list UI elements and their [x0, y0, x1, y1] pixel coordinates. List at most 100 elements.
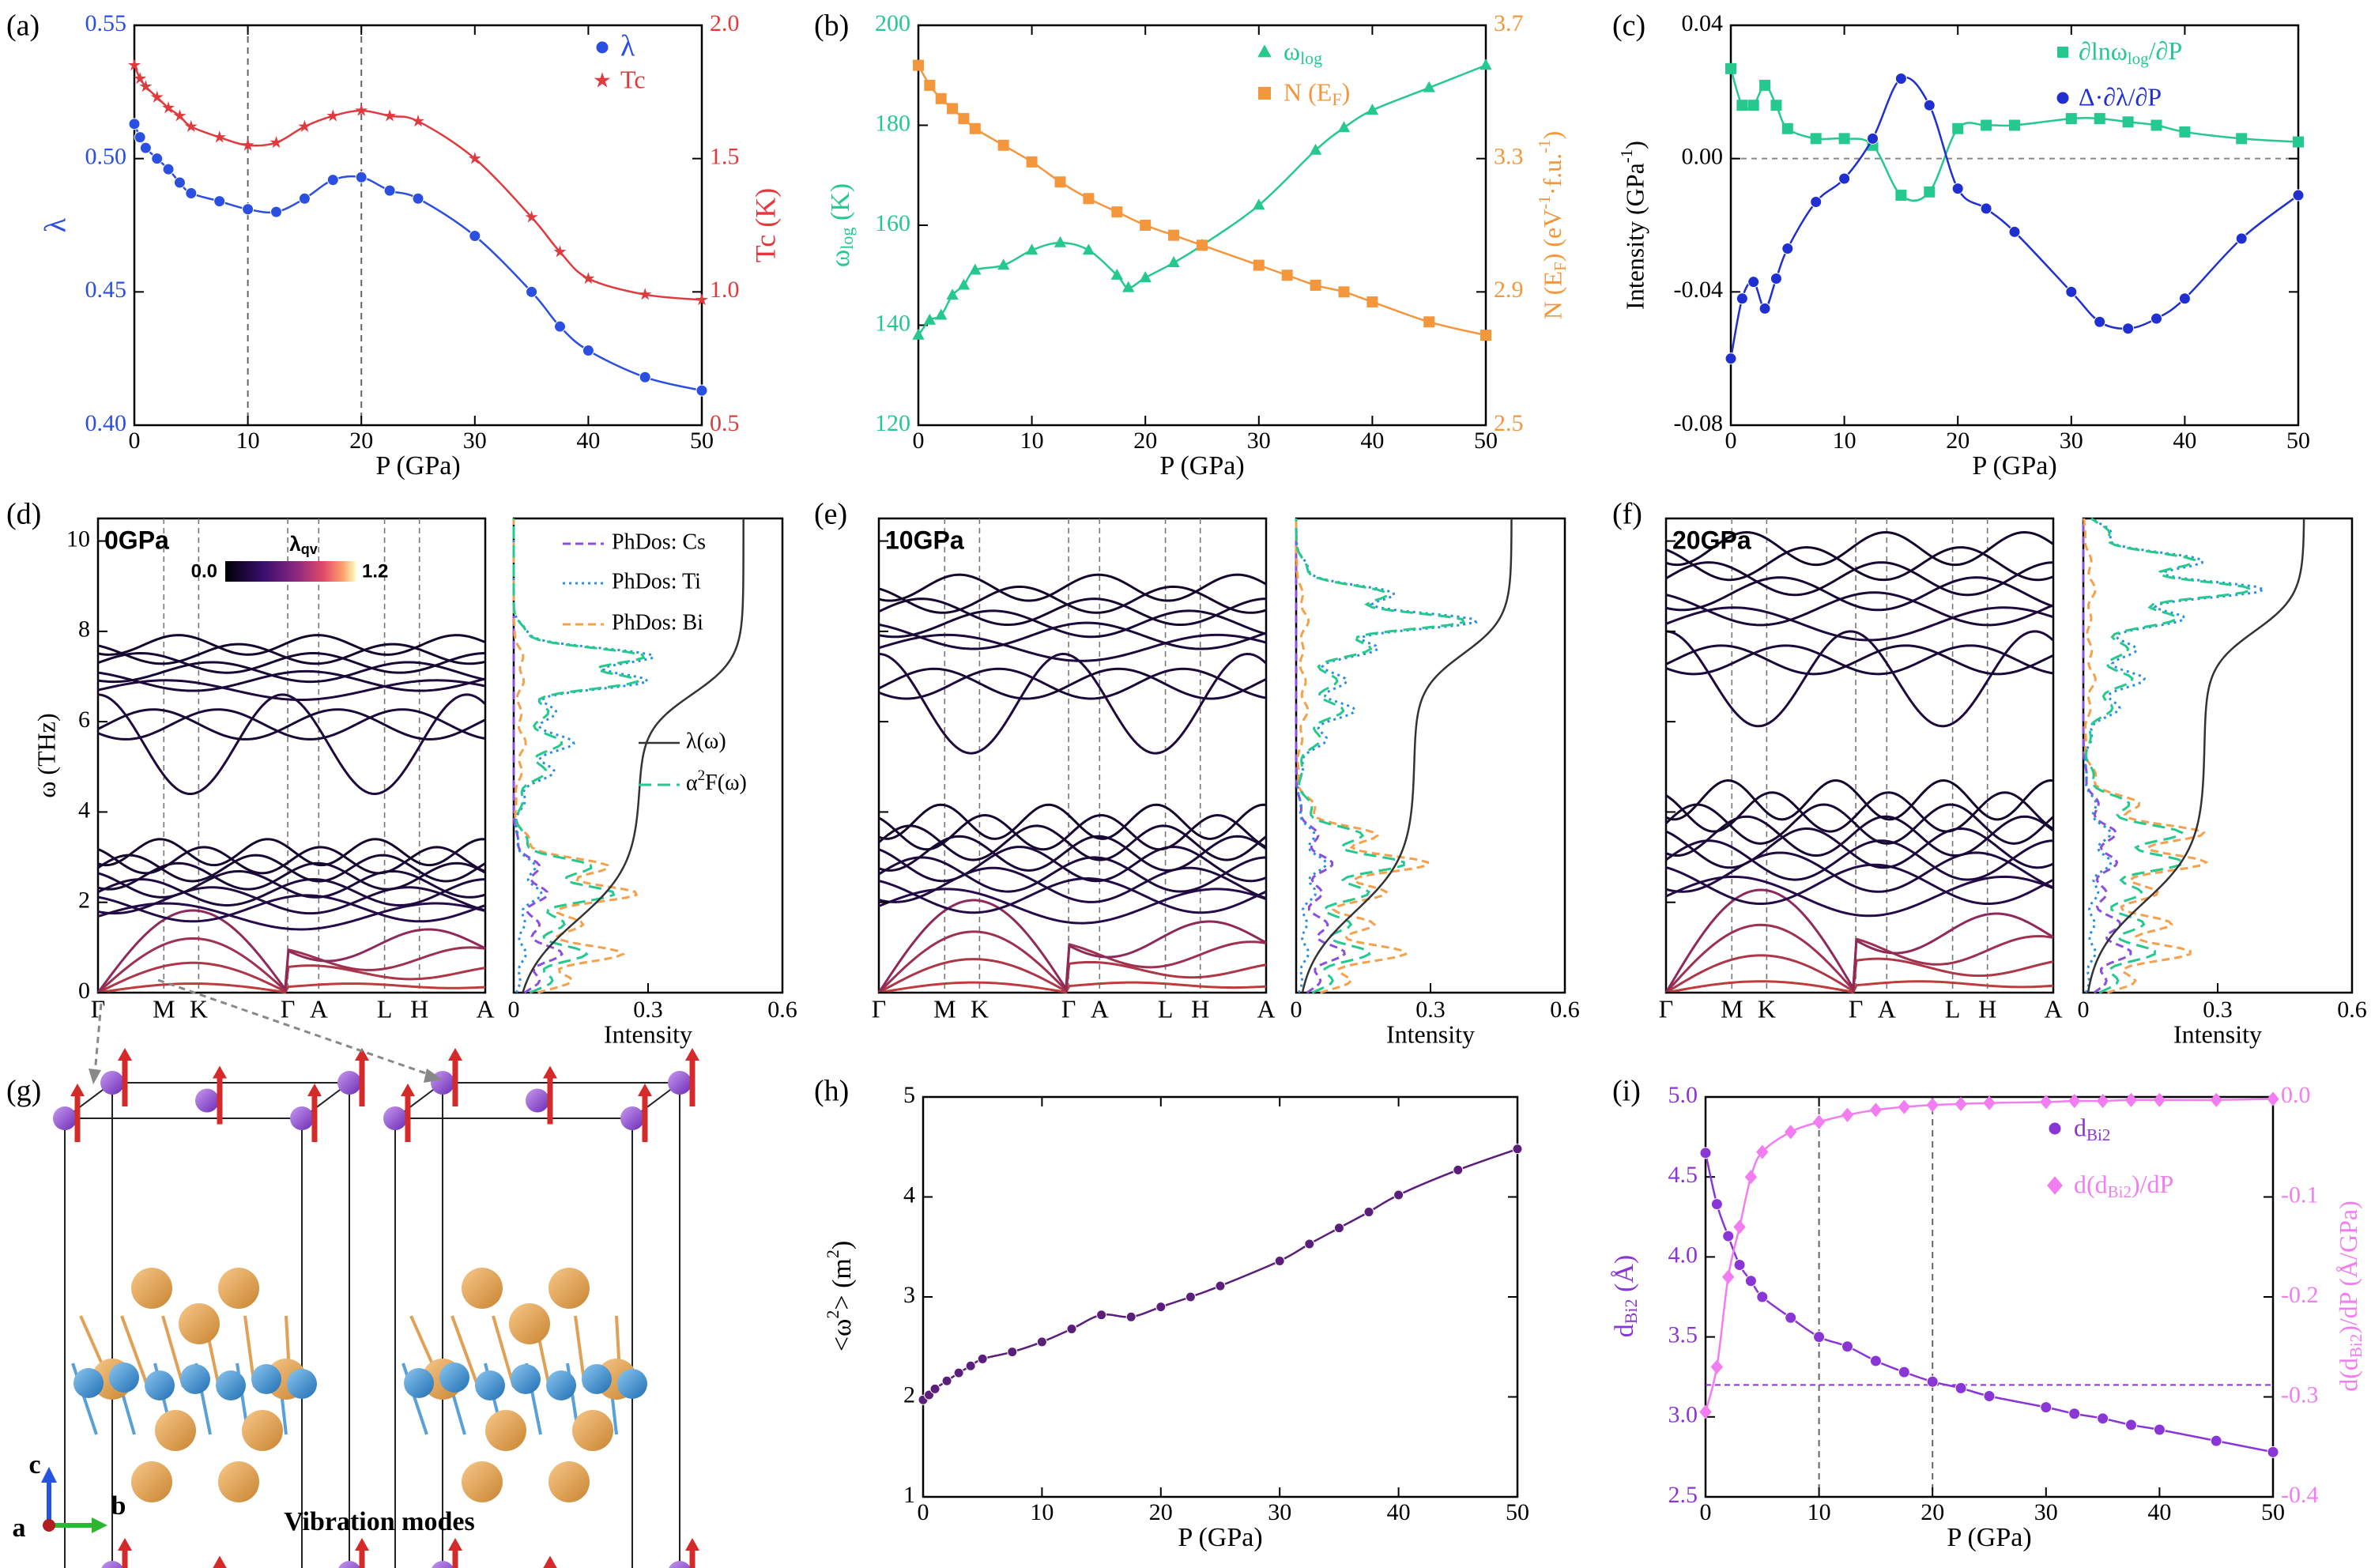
x-tick-label: 50 [690, 428, 714, 454]
panel-f: Γ M K Γ A L H A(f)20GPa [1612, 498, 2063, 1023]
data-point [2292, 189, 2305, 202]
data-point [997, 258, 1010, 270]
data-point [957, 278, 971, 290]
data-point [184, 119, 198, 132]
colorbar-max-label: 1.2 [362, 560, 388, 582]
data-point [1155, 1302, 1167, 1313]
data-point [139, 80, 153, 92]
phonon-band [1665, 561, 2054, 597]
phonon-band [878, 621, 1267, 650]
cell-edge [394, 1118, 633, 1568]
y-tick-label: 4 [78, 797, 90, 823]
data-point [1007, 1347, 1018, 1358]
cs-atom [101, 1561, 123, 1568]
data-point [1274, 1255, 1285, 1266]
series-1 [128, 118, 708, 397]
x-tick-label: 40 [2147, 1499, 2171, 1525]
phonon-band [877, 899, 1267, 993]
structure-mode-2 [383, 1048, 699, 1568]
y2-tick-label: 1.0 [710, 277, 740, 303]
dos-curve-cs [1295, 518, 1346, 994]
data-point [1082, 243, 1095, 255]
data-point [1756, 1144, 1769, 1159]
data-point [1813, 1331, 1826, 1344]
phonon-band [1664, 923, 2054, 993]
x-tick-label: 0.6 [1550, 997, 1580, 1023]
dos-curve-bi [1295, 518, 1430, 994]
data-point [639, 371, 651, 383]
data-point [958, 113, 970, 125]
data-point [582, 272, 595, 285]
colorbar [225, 561, 356, 582]
data-point [2094, 113, 2105, 125]
band-lines [877, 573, 1268, 994]
data-point [2210, 1434, 2222, 1447]
y-tick-label: 3 [903, 1282, 915, 1308]
y2-tick-label: 0.0 [2281, 1082, 2311, 1108]
data-point [241, 138, 254, 151]
y-tick-label: 3.5 [1668, 1321, 1698, 1348]
data-point [1036, 1336, 1047, 1348]
phonon-band [1665, 576, 2054, 612]
panel-label: (b) [814, 9, 849, 43]
data-point [2009, 119, 2020, 131]
data-point [213, 195, 226, 208]
data-point [128, 118, 141, 130]
x-tick-label: 40 [1387, 1499, 1411, 1525]
x-tick-label: 50 [1474, 428, 1498, 454]
x-tick-label: 10 [1807, 1499, 1831, 1525]
dos-curve-a2f [1295, 518, 1466, 994]
data-point [1310, 279, 1321, 291]
data-point [1747, 100, 1759, 111]
ti-atom [251, 1364, 281, 1394]
bi-atom [131, 1461, 172, 1502]
ti-atom [404, 1368, 434, 1398]
phonon-band [97, 693, 487, 796]
data-point [923, 313, 937, 325]
data-point [1333, 1223, 1344, 1234]
x-tick-label: 0 [2078, 997, 2090, 1023]
ti-atom [617, 1369, 647, 1399]
cs-atom [337, 1071, 361, 1095]
plot-frame [1664, 517, 2055, 994]
data-point [2235, 232, 2248, 245]
data-point [1898, 1099, 1910, 1114]
k-point-label: A [310, 994, 328, 1023]
data-point [1736, 292, 1748, 305]
data-point [1096, 1310, 1107, 1321]
y-tick-label: 0 [78, 978, 90, 1004]
data-point [1980, 202, 1992, 215]
data-point [383, 184, 396, 197]
phonon-band [1665, 644, 2054, 676]
data-point [383, 109, 397, 122]
phonon-band [97, 982, 486, 994]
data-point [1110, 268, 1123, 280]
phonon-band [878, 856, 1267, 893]
data-point [1841, 1107, 1854, 1122]
panel-label: (a) [6, 9, 40, 43]
y-tick-label: 5 [903, 1082, 915, 1108]
band-lines [1664, 531, 2055, 994]
dos-curve-cs [2082, 518, 2132, 994]
axis-a-dot [43, 1519, 55, 1532]
vibration-arrowhead [448, 1048, 462, 1061]
phonon-band [877, 930, 1267, 994]
data-point [2124, 1092, 2138, 1107]
cs-atom [668, 1071, 692, 1095]
data-point [2040, 1095, 2052, 1110]
legend-marker [2056, 91, 2070, 105]
x-tick-label: 0.6 [2337, 997, 2367, 1023]
data-point [1140, 220, 1152, 231]
k-point-label: L [1158, 994, 1174, 1023]
ti-atom [546, 1370, 576, 1400]
data-point [1756, 1291, 1769, 1303]
data-point [1894, 72, 1907, 85]
data-point [298, 192, 311, 205]
data-point [1781, 122, 1793, 134]
data-point [1759, 79, 1771, 91]
plot-frame [877, 517, 1268, 994]
panel-a: 0 10 20 30 40 50 P (GPa) 0.40 0.45 0.50 0.55 0.5 1.0… [6, 9, 781, 481]
x-tick-label: 50 [2286, 428, 2310, 454]
y2-tick-label: -0.4 [2281, 1482, 2319, 1508]
y-tick-label: 0.50 [85, 144, 127, 170]
